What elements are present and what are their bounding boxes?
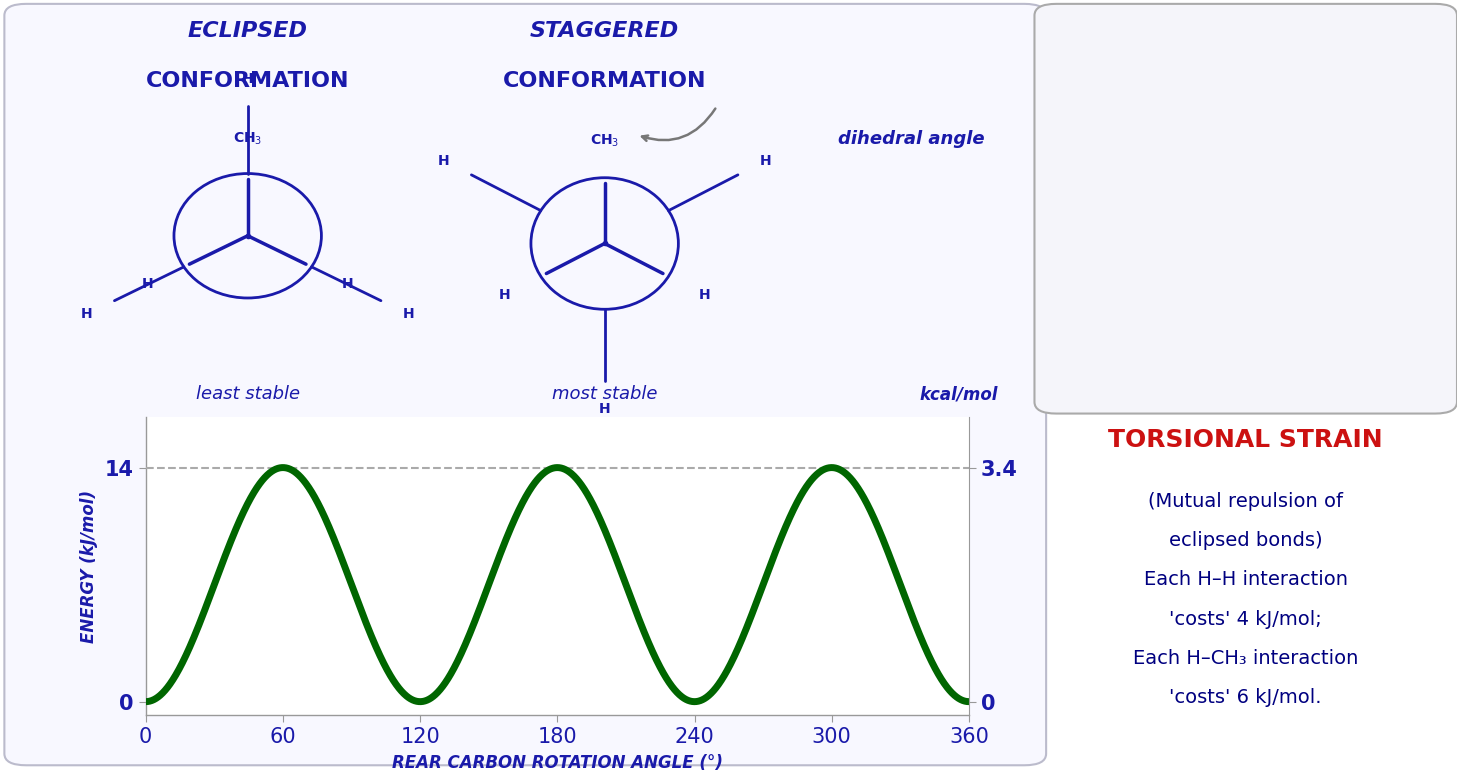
Text: H: H — [599, 403, 610, 417]
Text: CH$_3$: CH$_3$ — [590, 132, 619, 148]
Text: H: H — [761, 154, 771, 168]
Text: 'costs' 6 kJ/mol.: 'costs' 6 kJ/mol. — [1170, 688, 1321, 707]
Text: Each H–H interaction: Each H–H interaction — [1144, 570, 1348, 590]
Text: Staggered:  2.4Å: Staggered: 2.4Å — [1099, 302, 1263, 325]
Text: (Mutual repulsion of: (Mutual repulsion of — [1148, 492, 1343, 511]
Text: CH$_3$: CH$_3$ — [233, 130, 262, 147]
Text: CONFORMATION: CONFORMATION — [503, 71, 707, 91]
Text: ECLIPSED: ECLIPSED — [188, 21, 307, 41]
Text: H: H — [242, 72, 254, 86]
Text: H: H — [699, 288, 711, 302]
X-axis label: REAR CARBON ROTATION ANGLE (°): REAR CARBON ROTATION ANGLE (°) — [392, 754, 723, 771]
Text: H: H — [439, 154, 449, 168]
Text: H: H — [498, 288, 510, 302]
Text: H: H — [82, 307, 92, 322]
Text: dihedral angle: dihedral angle — [838, 130, 985, 148]
Text: STAGGERED: STAGGERED — [530, 21, 679, 41]
Text: H: H — [141, 278, 153, 291]
Text: H: H — [342, 278, 354, 291]
Text: CONFORMATION: CONFORMATION — [146, 71, 350, 91]
Text: C: C — [1284, 201, 1300, 221]
Text: Each H–CH₃ interaction: Each H–CH₃ interaction — [1134, 649, 1358, 668]
Y-axis label: ENERGY (kJ/mol): ENERGY (kJ/mol) — [80, 489, 98, 643]
Text: most stable: most stable — [552, 385, 657, 404]
Text: H: H — [1125, 116, 1144, 136]
Text: Eclipsed:  1.9Å: Eclipsed: 1.9Å — [1099, 251, 1243, 274]
Text: H: H — [404, 307, 414, 322]
Text: least stable: least stable — [195, 385, 300, 404]
Text: CH$_3$: CH$_3$ — [1338, 115, 1378, 137]
Text: TORSIONAL STRAIN: TORSIONAL STRAIN — [1109, 427, 1383, 451]
Text: 'costs' 4 kJ/mol;: 'costs' 4 kJ/mol; — [1170, 610, 1321, 628]
Text: kcal/mol: kcal/mol — [919, 386, 998, 404]
Text: eclipsed bonds): eclipsed bonds) — [1169, 531, 1323, 550]
Text: C: C — [1182, 201, 1198, 221]
